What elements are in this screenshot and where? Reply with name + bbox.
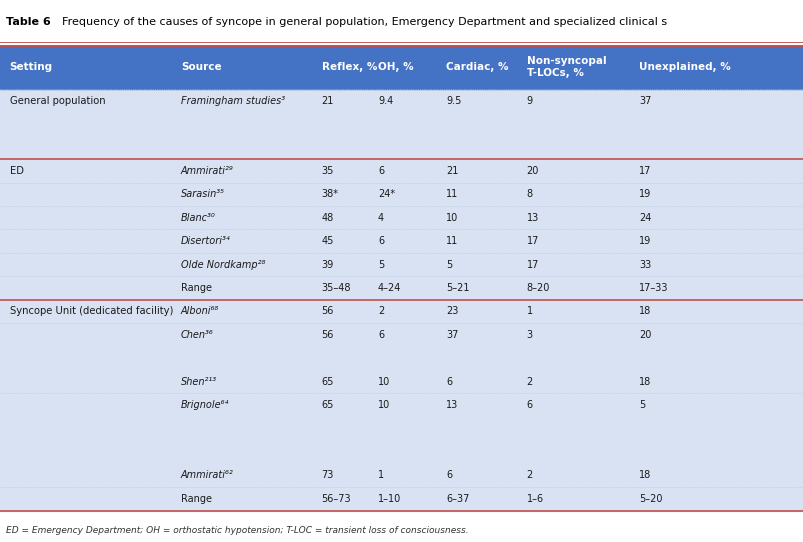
Text: 1: 1 <box>526 306 532 317</box>
Text: Reflex, %: Reflex, % <box>321 62 377 72</box>
Text: 18: 18 <box>638 377 650 387</box>
Text: 35: 35 <box>321 166 333 176</box>
Text: 73: 73 <box>321 470 333 480</box>
Text: 6: 6 <box>377 236 384 246</box>
Text: Blanc³⁰: Blanc³⁰ <box>181 212 215 223</box>
Text: 45: 45 <box>321 236 333 246</box>
Text: 5–20: 5–20 <box>638 494 662 504</box>
Text: 4–24: 4–24 <box>377 283 401 293</box>
Text: OH, %: OH, % <box>377 62 413 72</box>
Text: 6: 6 <box>526 400 532 410</box>
Text: 21: 21 <box>321 95 333 106</box>
Text: Syncope Unit (dedicated facility): Syncope Unit (dedicated facility) <box>10 306 173 317</box>
Text: 39: 39 <box>321 260 333 269</box>
Bar <box>0 89 803 511</box>
Text: 24: 24 <box>638 212 650 223</box>
Text: 5: 5 <box>638 400 645 410</box>
Text: 37: 37 <box>446 330 458 340</box>
Text: Framingham studies³: Framingham studies³ <box>181 95 285 106</box>
Text: Cardiac, %: Cardiac, % <box>446 62 508 72</box>
Text: 19: 19 <box>638 236 650 246</box>
Text: 35–48: 35–48 <box>321 283 351 293</box>
Text: Ammirati²⁹: Ammirati²⁹ <box>181 166 234 176</box>
Text: Range: Range <box>181 494 212 504</box>
Text: 38*: 38* <box>321 189 338 199</box>
Text: 56: 56 <box>321 330 333 340</box>
Text: 11: 11 <box>446 189 458 199</box>
Text: 17: 17 <box>638 166 650 176</box>
Text: 1–10: 1–10 <box>377 494 401 504</box>
Text: 5: 5 <box>377 260 384 269</box>
Text: Setting: Setting <box>10 62 53 72</box>
Text: 5: 5 <box>446 260 452 269</box>
Text: 18: 18 <box>638 306 650 317</box>
Text: Frequency of the causes of syncope in general population, Emergency Department a: Frequency of the causes of syncope in ge… <box>55 17 666 27</box>
Text: Table 6: Table 6 <box>6 17 51 27</box>
Text: 11: 11 <box>446 236 458 246</box>
Text: Olde Nordkamp²⁸: Olde Nordkamp²⁸ <box>181 260 265 269</box>
Text: General population: General population <box>10 95 105 106</box>
Text: 19: 19 <box>638 189 650 199</box>
Text: 20: 20 <box>638 330 650 340</box>
Text: 33: 33 <box>638 260 650 269</box>
Text: 18: 18 <box>638 470 650 480</box>
Text: Unexplained, %: Unexplained, % <box>638 62 730 72</box>
Text: 48: 48 <box>321 212 333 223</box>
Text: 8–20: 8–20 <box>526 283 549 293</box>
Text: 6: 6 <box>446 470 452 480</box>
Text: 17: 17 <box>526 260 538 269</box>
Text: Sarasin³⁵: Sarasin³⁵ <box>181 189 225 199</box>
Text: 6: 6 <box>377 166 384 176</box>
Text: 4: 4 <box>377 212 384 223</box>
Text: 1: 1 <box>377 470 384 480</box>
Text: 10: 10 <box>446 212 458 223</box>
Text: Ammirati⁶²: Ammirati⁶² <box>181 470 234 480</box>
Text: Alboni⁶⁸: Alboni⁶⁸ <box>181 306 219 317</box>
Text: 23: 23 <box>446 306 458 317</box>
Text: 21: 21 <box>446 166 458 176</box>
Text: 37: 37 <box>638 95 650 106</box>
Text: 56–73: 56–73 <box>321 494 351 504</box>
Text: 8: 8 <box>526 189 532 199</box>
Text: 10: 10 <box>377 377 389 387</box>
Text: 2: 2 <box>526 377 532 387</box>
Text: 6–37: 6–37 <box>446 494 469 504</box>
Text: 17: 17 <box>526 236 538 246</box>
Text: 24*: 24* <box>377 189 394 199</box>
Text: 13: 13 <box>526 212 538 223</box>
Bar <box>0 0 803 44</box>
Text: Chen³⁶: Chen³⁶ <box>181 330 214 340</box>
Text: 65: 65 <box>321 400 333 410</box>
Text: 3: 3 <box>526 330 532 340</box>
Text: 10: 10 <box>377 400 389 410</box>
Text: Brignole⁶⁴: Brignole⁶⁴ <box>181 400 229 410</box>
Text: Disertori³⁴: Disertori³⁴ <box>181 236 230 246</box>
Text: 5–21: 5–21 <box>446 283 469 293</box>
Text: 9.5: 9.5 <box>446 95 461 106</box>
Text: ED: ED <box>10 166 23 176</box>
Text: 13: 13 <box>446 400 458 410</box>
Text: 6: 6 <box>377 330 384 340</box>
Text: 56: 56 <box>321 306 333 317</box>
Text: 2: 2 <box>526 470 532 480</box>
Text: 1–6: 1–6 <box>526 494 543 504</box>
Text: 6: 6 <box>446 377 452 387</box>
Bar <box>0 44 803 89</box>
Text: 65: 65 <box>321 377 333 387</box>
Text: 9: 9 <box>526 95 532 106</box>
Text: Non-syncopal
T-LOCs, %: Non-syncopal T-LOCs, % <box>526 56 605 78</box>
Text: 20: 20 <box>526 166 538 176</box>
Text: Shen²¹³: Shen²¹³ <box>181 377 217 387</box>
Text: Range: Range <box>181 283 212 293</box>
Text: 9.4: 9.4 <box>377 95 393 106</box>
Text: Source: Source <box>181 62 222 72</box>
Text: 2: 2 <box>377 306 384 317</box>
Text: 17–33: 17–33 <box>638 283 668 293</box>
Text: ED = Emergency Department; OH = orthostatic hypotension; T-LOC = transient loss : ED = Emergency Department; OH = orthosta… <box>6 526 468 534</box>
